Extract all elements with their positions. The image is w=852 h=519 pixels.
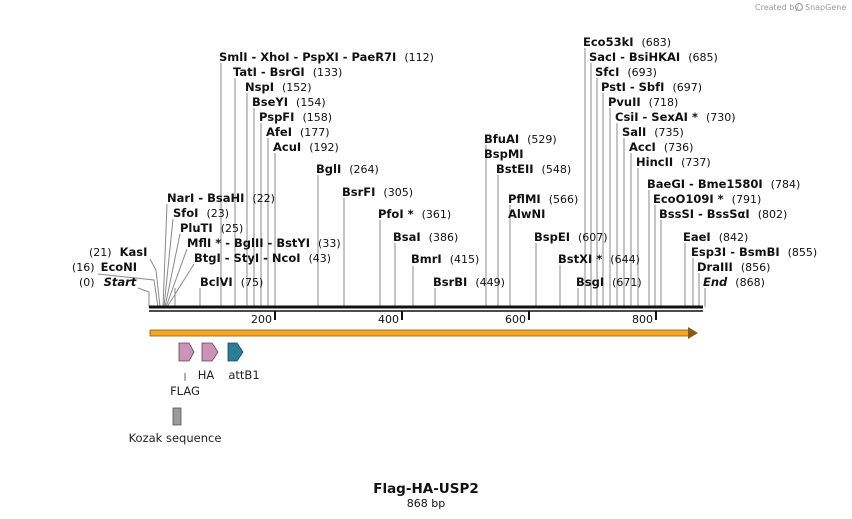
enzyme-site: AlwNI [508, 207, 545, 221]
ruler-tick-label: 600 [505, 313, 526, 326]
feature-label-ha: HA [198, 368, 215, 382]
enzyme-site: BstXI * (644) [558, 252, 640, 266]
enzyme-site: BsrBI (449) [433, 275, 505, 289]
enzyme-site: PstI - SbfI (697) [601, 80, 702, 94]
attb1-feature-arrow [227, 342, 244, 362]
enzyme-labels: SmlI - XhoI - PspXI - PaeR7I (112) TatI -… [72, 35, 817, 289]
enzyme-site: BtgI - StyI - NcoI (43) [194, 251, 331, 265]
enzyme-site: TatI - BsrGI (133) [233, 65, 342, 79]
enzyme-site: BstEII (548) [496, 162, 571, 176]
enzyme-site: PfoI * (361) [378, 207, 451, 221]
enzyme-site: BsaI (386) [393, 230, 458, 244]
enzyme-site: BglI (264) [316, 162, 379, 176]
enzyme-site: BfuAI (529) [484, 132, 557, 146]
enzyme-site: AccI (736) [629, 140, 693, 154]
enzyme-site: (21) KasI [89, 245, 147, 259]
enzyme-site: SfoI (23) [173, 206, 229, 220]
enzyme-site: BspEI (607) [534, 230, 608, 244]
feature-label-attb1: attB1 [228, 368, 259, 382]
enzyme-site: AcuI (192) [273, 140, 339, 154]
feature-ha: HA [198, 342, 219, 382]
enzyme-site: BseYI (154) [252, 95, 326, 109]
enzyme-site: NspI (152) [245, 80, 312, 94]
enzyme-site: BaeGI - Bme1580I (784) [647, 177, 800, 191]
ruler-tick-label: 400 [378, 313, 399, 326]
kozak-feature-box [172, 407, 182, 426]
credit-text: Created by [755, 3, 799, 12]
sequence-length: 868 bp [407, 497, 445, 510]
enzyme-site: (16) EcoNI [72, 260, 137, 274]
enzyme-site: EaeI (842) [683, 230, 748, 244]
enzyme-site: MflI * - BglII - BstYI (33) [187, 236, 341, 250]
feature-attb1: attB1 [227, 342, 260, 382]
enzyme-site: SfcI (693) [595, 65, 657, 79]
ruler: 200 400 600 800 [251, 311, 657, 326]
enzyme-site: CsiI - SexAI * (730) [615, 110, 736, 124]
map-title: Flag-HA-USP2 [373, 481, 479, 497]
ruler-tick-label: 200 [251, 313, 272, 326]
enzyme-site: BspMI [484, 147, 524, 161]
enzyme-site: EcoO109I * (791) [653, 192, 761, 206]
enzyme-site: PspFI (158) [259, 110, 332, 124]
sequence-backbone [149, 305, 703, 312]
ruler-tick-label: 800 [632, 313, 653, 326]
snapgene-credit: Created by SnapGene [755, 2, 846, 12]
feature-kozak: Kozak sequence [129, 407, 222, 445]
enzyme-site: DraIII (856) [697, 260, 770, 274]
enzyme-site: Esp3I - BsmBI (855) [691, 245, 817, 259]
enzyme-site: HincII (737) [636, 155, 711, 169]
enzyme-site: PluTI (25) [180, 221, 243, 235]
enzyme-leader-lines [97, 48, 706, 308]
enzyme-site: SalI (735) [622, 125, 684, 139]
ha-feature-arrow [201, 342, 219, 362]
enzyme-site: PflMI (566) [508, 192, 578, 206]
orf-arrow [149, 327, 698, 339]
enzyme-site: (0) Start [79, 275, 137, 289]
enzyme-site: SacI - BsiHKAI (685) [589, 50, 718, 64]
credit-brand: SnapGene [805, 3, 846, 12]
snapgene-logo-icon [794, 2, 804, 12]
feature-flag: FLAG [170, 342, 200, 398]
feature-label-kozak: Kozak sequence [129, 431, 222, 445]
enzyme-site: PvuII (718) [608, 95, 678, 109]
enzyme-site: AfeI (177) [266, 125, 330, 139]
enzyme-site: BssSI - BssSαI (802) [659, 207, 787, 221]
enzyme-site: SmlI - XhoI - PspXI - PaeR7I (112) [219, 50, 434, 64]
feature-label-flag: FLAG [170, 384, 200, 398]
flag-feature-arrow [178, 342, 195, 362]
enzyme-site: Eco53kI (683) [583, 35, 671, 49]
enzyme-site: End (868) [703, 275, 765, 289]
enzyme-site: BsgI (671) [576, 275, 642, 289]
enzyme-site: BmrI (415) [411, 252, 479, 266]
enzyme-site: BclVI (75) [200, 275, 263, 289]
enzyme-site: NarI - BsaHI (22) [167, 191, 275, 205]
enzyme-site: BsrFI (305) [342, 185, 413, 199]
